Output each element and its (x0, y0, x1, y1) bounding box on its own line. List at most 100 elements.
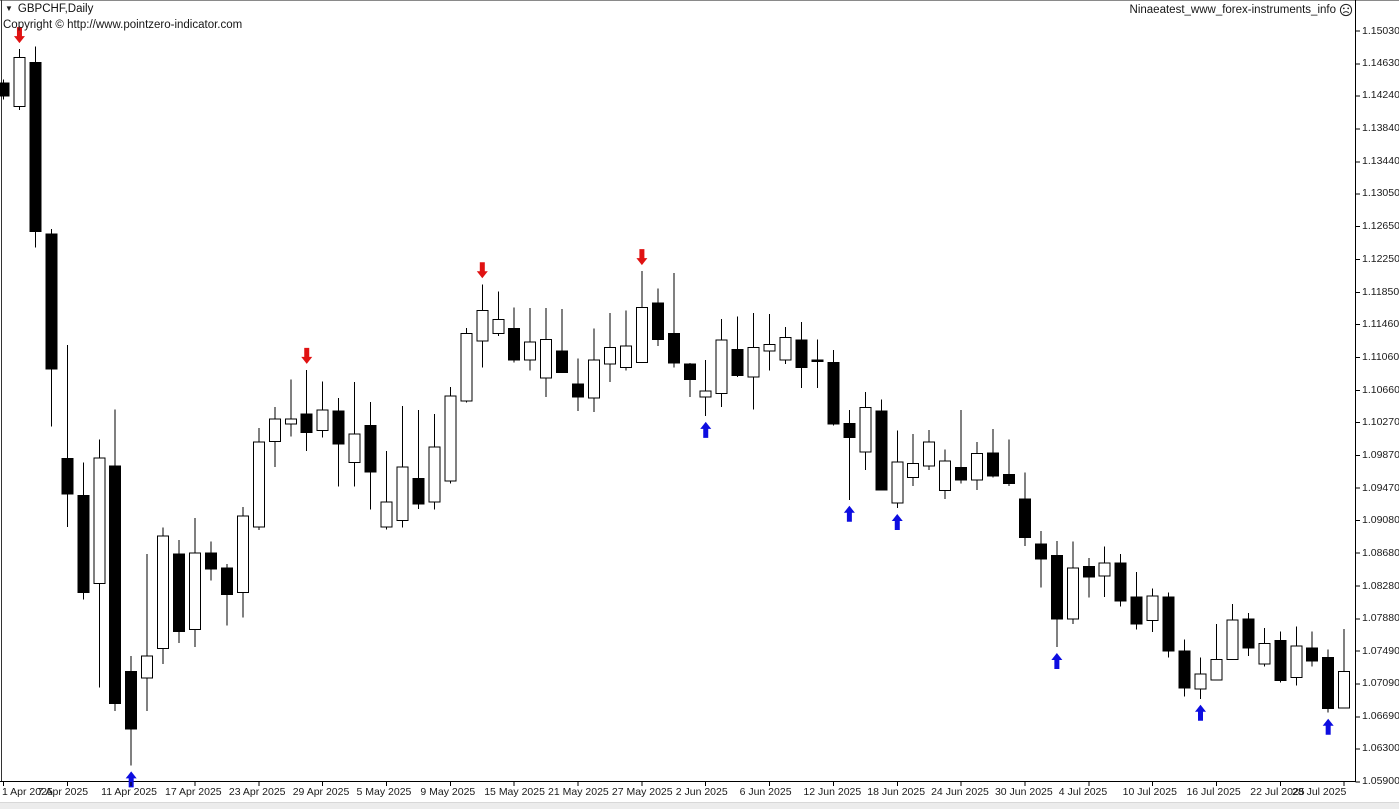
candle-body (939, 460, 952, 492)
date-label: 17 Apr 2025 (165, 786, 222, 798)
price-label: 1.07090 (1362, 677, 1399, 690)
chart-dropdown-icon[interactable]: ▼ (5, 4, 13, 13)
candle-body (1050, 555, 1063, 620)
candle-body (715, 339, 728, 395)
candle-body (1210, 658, 1223, 681)
candle (364, 401, 377, 510)
candle-body (508, 328, 521, 361)
candle (1290, 626, 1303, 686)
price-label: 1.14630 (1362, 57, 1399, 70)
candle (220, 563, 233, 626)
candle (141, 554, 154, 712)
candle-body (396, 466, 409, 521)
candle (476, 284, 489, 368)
candle (1082, 558, 1095, 598)
candle (268, 406, 281, 467)
candle (189, 517, 202, 647)
price-label: 1.12650 (1362, 220, 1399, 233)
candle (460, 327, 473, 403)
sell-arrow-icon (636, 249, 648, 266)
candle-body (1242, 618, 1255, 649)
candle (667, 272, 680, 368)
candle-body (875, 410, 888, 491)
copyright-text: Copyright © http://www.pointzero-indicat… (3, 19, 243, 31)
candle-body (492, 319, 505, 335)
candle-body (1002, 473, 1015, 484)
date-label: 1 Apr 2025 (2, 786, 53, 798)
candle-body (556, 350, 569, 373)
date-label: 21 May 2025 (548, 786, 609, 798)
candle (157, 527, 170, 665)
date-label: 4 Jul 2025 (1058, 786, 1108, 798)
candle (1146, 588, 1159, 633)
candle (1130, 572, 1143, 630)
candle (412, 410, 425, 509)
candle-body (923, 441, 936, 467)
candle-body (1338, 671, 1351, 709)
candle-body (1146, 595, 1159, 622)
candle-body (603, 347, 616, 365)
candle-body (268, 418, 281, 442)
candle-body (859, 407, 872, 453)
candle-body (907, 463, 920, 479)
candle-body (1274, 639, 1287, 682)
candle-body (189, 552, 202, 631)
candle (1226, 604, 1239, 661)
candle-body (1114, 562, 1127, 602)
candle-body (0, 82, 10, 97)
candle-body (683, 363, 696, 381)
candle-body (45, 233, 58, 370)
candle-body (619, 345, 632, 368)
candle-body (332, 410, 345, 445)
price-label: 1.07490 (1362, 644, 1399, 657)
buy-arrow-icon (1322, 718, 1334, 735)
date-label: 11 Apr 2025 (101, 786, 158, 798)
candle-body (476, 310, 489, 342)
candle (1210, 623, 1223, 681)
candle (811, 339, 824, 388)
candle-body (1162, 596, 1175, 652)
candle (332, 397, 345, 487)
candle (204, 541, 217, 581)
date-label: 5 May 2025 (356, 786, 412, 798)
candle (300, 369, 313, 452)
price-label: 1.08280 (1362, 579, 1399, 592)
candle-body (955, 467, 968, 481)
indicator-label: Ninaeatest_www_forex-instruments_info (1130, 3, 1353, 17)
date-label: 10 Jul 2025 (1122, 786, 1177, 798)
candle-body (364, 425, 377, 473)
candle (1066, 541, 1079, 624)
candle (61, 345, 74, 527)
candle (556, 308, 569, 374)
candle (77, 462, 90, 600)
indicator-label-text: Ninaeatest_www_forex-instruments_info (1129, 4, 1336, 16)
price-axis[interactable]: 1.15030 1.14630 1.14240 1.13840 1.13440 1.130… (1356, 0, 1399, 788)
candle-body (779, 337, 792, 361)
bottom-strip (0, 802, 1399, 809)
candle-body (348, 433, 361, 464)
candle (683, 363, 696, 397)
date-label: 6 Jun 2025 (739, 786, 792, 798)
candle-body (971, 453, 984, 481)
candle (779, 327, 792, 365)
candle (236, 507, 249, 618)
candle (1242, 613, 1255, 656)
candle (316, 381, 329, 438)
time-axis[interactable]: 1 Apr 2025 7 Apr 2025 11 Apr 2025 17 Apr 20… (0, 782, 1356, 802)
candle-body (157, 535, 170, 650)
symbol-title-label: GBPCHF,Daily (17, 3, 94, 15)
candle-body (843, 422, 856, 438)
price-label: 1.13840 (1362, 122, 1399, 135)
candle (1306, 631, 1319, 667)
candle (252, 428, 265, 531)
date-label: 24 Jun 2025 (931, 786, 989, 798)
candle-body (1306, 647, 1319, 662)
price-label: 1.07880 (1362, 612, 1399, 625)
candle (348, 382, 361, 487)
buy-arrow-icon (700, 421, 712, 438)
candle (859, 392, 872, 471)
candle-body (747, 347, 760, 378)
candle (1274, 631, 1287, 683)
price-label: 1.11850 (1362, 286, 1399, 298)
